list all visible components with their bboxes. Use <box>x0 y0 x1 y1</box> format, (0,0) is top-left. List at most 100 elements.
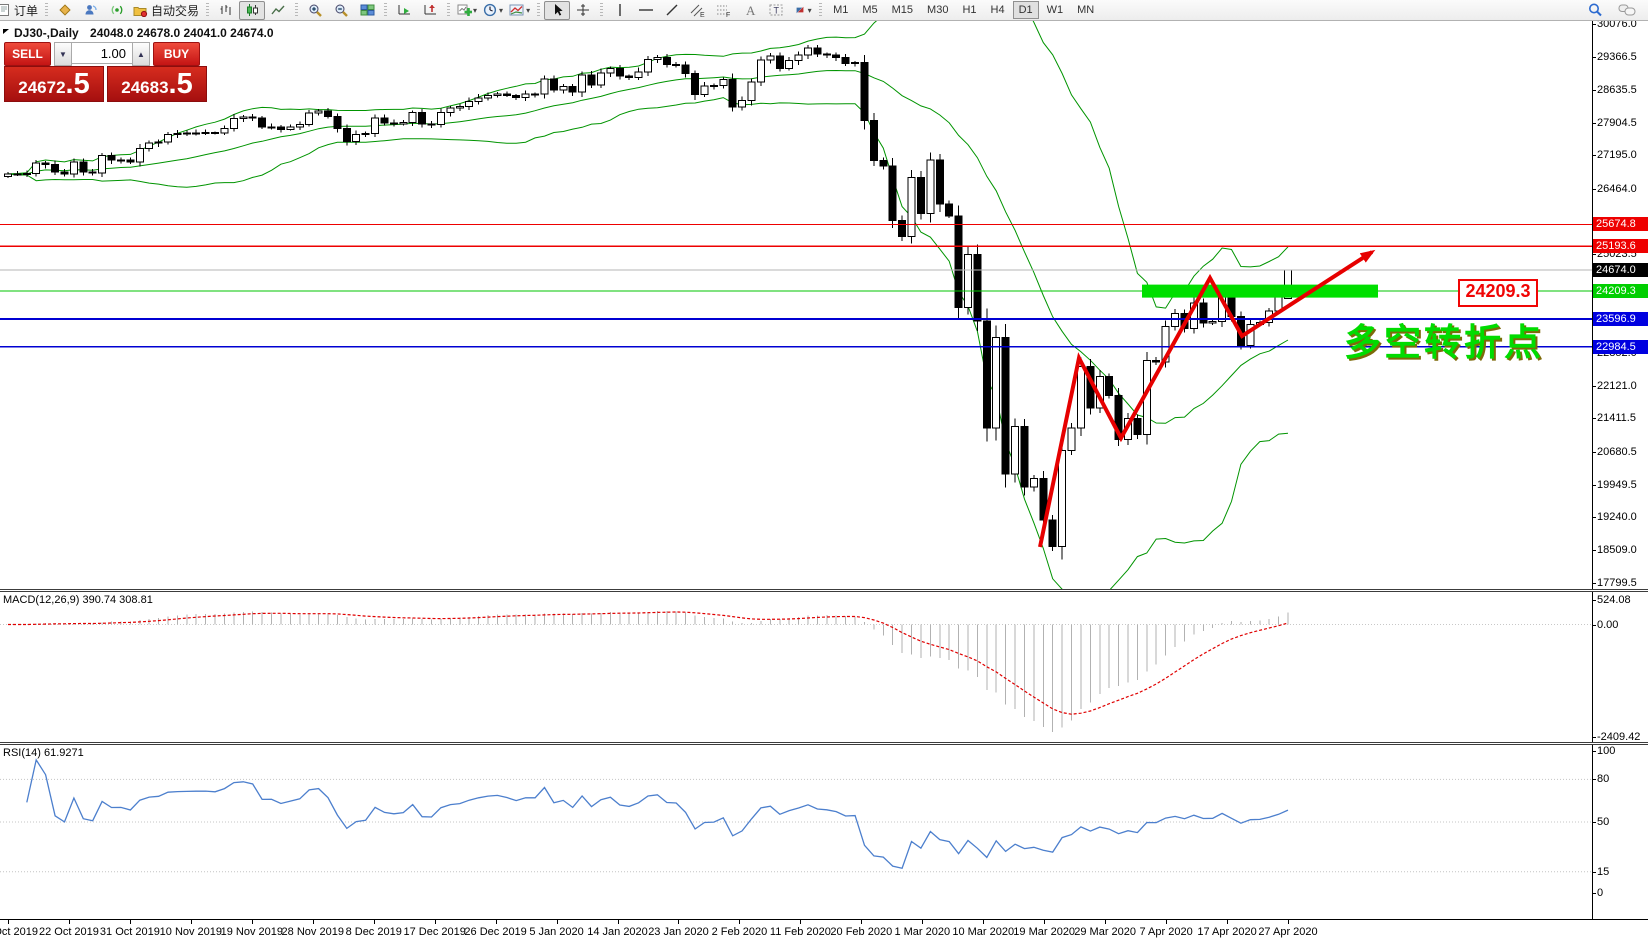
new-chart-button[interactable]: ▾ <box>454 1 480 20</box>
chat-button[interactable] <box>1614 1 1640 20</box>
text-icon: A <box>746 3 756 17</box>
trendline-button[interactable] <box>659 1 685 20</box>
candle <box>248 116 257 119</box>
horizontal-line-icon <box>639 9 654 11</box>
candle <box>13 173 22 176</box>
periods-clock-icon <box>483 3 497 16</box>
sell-price-box[interactable]: 24672 .5 <box>4 66 104 102</box>
buy-button[interactable]: BUY <box>153 42 200 66</box>
price-tag-annotation[interactable]: 24209.3 <box>1458 279 1538 308</box>
chart-shift-button[interactable] <box>417 1 443 20</box>
support-zone-rect[interactable] <box>1142 284 1378 298</box>
chart-corner-icon[interactable] <box>3 29 9 34</box>
text-label-button[interactable]: T <box>763 1 789 20</box>
candle <box>1199 302 1208 324</box>
chart-title: DJ30-,Daily 24048.0 24678.0 24041.0 2467… <box>14 26 274 40</box>
cursor-button[interactable] <box>544 0 571 20</box>
date-tick <box>190 920 192 924</box>
timeframe-M15[interactable]: M15 <box>891 4 914 16</box>
candle <box>521 93 530 99</box>
timeframe-W1[interactable]: W1 <box>1046 4 1064 16</box>
market-button[interactable] <box>52 1 78 20</box>
indicators-button[interactable]: ▾ <box>506 1 533 20</box>
timeframe-D1[interactable]: D1 <box>1012 1 1039 19</box>
text-button[interactable]: A <box>737 1 763 20</box>
main-chart-canvas[interactable] <box>0 20 1592 589</box>
pane-separator[interactable] <box>0 742 1648 745</box>
tile-windows-button[interactable] <box>354 1 380 20</box>
sell-button[interactable]: SELL <box>4 42 51 66</box>
candle <box>841 56 850 64</box>
horizontal-line-button[interactable] <box>633 1 659 20</box>
date-label: 19 Nov 2019 <box>220 926 283 938</box>
volume-increase-button[interactable]: ▲ <box>132 42 150 66</box>
candle <box>4 173 12 178</box>
toolbar-right <box>1582 1 1648 20</box>
equidistant-channel-button[interactable]: E <box>685 1 711 20</box>
timeframe-M5[interactable]: M5 <box>862 4 878 16</box>
timeframe-H1[interactable]: H1 <box>962 4 977 16</box>
new-order-button[interactable]: 订单 <box>0 1 41 20</box>
candle <box>568 86 577 93</box>
candle <box>465 101 474 108</box>
candle <box>964 253 972 308</box>
pane-separator[interactable] <box>0 589 1648 592</box>
candlestick-chart-button[interactable] <box>239 0 266 20</box>
line-chart-button[interactable] <box>265 1 291 20</box>
bb-lower <box>7 97 1289 589</box>
vertical-line-icon <box>619 4 621 16</box>
date-tick <box>129 920 131 924</box>
buy-price-box[interactable]: 24683 .5 <box>107 66 207 102</box>
candle <box>258 117 267 128</box>
price-tick-label: 28635.5 <box>1592 83 1637 96</box>
bar-chart-button[interactable] <box>213 1 239 20</box>
turning-point-annotation[interactable]: 多空转折点 <box>1344 322 1544 363</box>
rsi-label: RSI(14) 61.9271 <box>3 747 84 759</box>
timeframe-M30[interactable]: M30 <box>927 4 949 16</box>
broadcast-button[interactable] <box>104 1 130 20</box>
trendline-icon <box>666 4 678 16</box>
macd-canvas[interactable] <box>0 592 1592 742</box>
candle <box>1171 312 1180 327</box>
zoom-out-icon <box>335 4 348 17</box>
fibonacci-button[interactable]: F <box>711 1 737 20</box>
zoom-in-button[interactable] <box>302 1 328 20</box>
trend-zigzag-arrow[interactable] <box>1038 249 1376 548</box>
candle <box>239 116 248 119</box>
vertical-line-button[interactable] <box>607 1 633 20</box>
signals-button[interactable] <box>78 1 104 20</box>
zoom-in-icon <box>309 4 322 17</box>
arrows-button[interactable]: ▾ <box>789 1 815 20</box>
rsi-canvas[interactable] <box>0 745 1592 919</box>
volume-input[interactable] <box>72 42 132 64</box>
rsi-pane: RSI(14) 61.9271 100 80 50 15 0 <box>0 745 1648 919</box>
timeframe-M1[interactable]: M1 <box>833 4 849 16</box>
candle <box>455 106 464 109</box>
periods-button[interactable]: ▾ <box>480 1 506 20</box>
zoom-out-button[interactable] <box>328 1 354 20</box>
main-chart-pane: DJ30-,Daily 24048.0 24678.0 24041.0 2467… <box>0 18 1648 589</box>
auto-scroll-button[interactable] <box>391 1 417 20</box>
candle <box>164 134 172 143</box>
date-tick <box>251 920 253 924</box>
rsi-axis-label: 100 <box>1591 745 1616 757</box>
timeframe-MN[interactable]: MN <box>1077 4 1095 16</box>
macd-axis-label: 524.08 <box>1592 594 1631 607</box>
price-axis-line <box>1592 20 1593 589</box>
candle <box>775 55 784 70</box>
svg-text:A: A <box>746 3 756 17</box>
candle <box>408 112 417 124</box>
volume-decrease-button[interactable]: ▼ <box>54 42 72 66</box>
candle <box>709 84 718 87</box>
line-chart-icon <box>271 5 285 15</box>
candle <box>361 132 370 136</box>
search-button[interactable] <box>1582 1 1608 20</box>
candle <box>427 123 436 126</box>
timeframe-H4[interactable]: H4 <box>990 4 1005 16</box>
candle <box>126 159 135 163</box>
dropdown-caret: ▾ <box>807 5 812 15</box>
candle <box>173 132 182 136</box>
autotrading-button[interactable]: 自动交易 <box>130 1 202 20</box>
crosshair-button[interactable] <box>570 1 596 20</box>
